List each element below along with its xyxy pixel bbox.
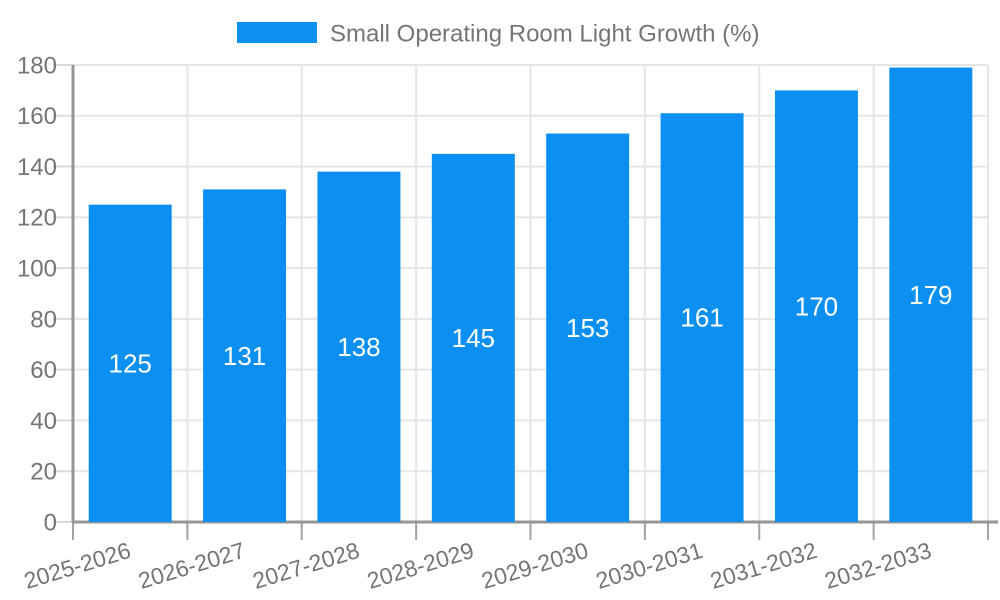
x-tick-label: 2029-2030 (478, 537, 591, 594)
x-tick-label: 2030-2031 (593, 537, 706, 594)
bar-value-label: 138 (337, 332, 380, 362)
bar[interactable] (546, 133, 630, 523)
bar-value-label: 131 (223, 341, 266, 371)
bar-value-label: 153 (566, 313, 609, 343)
x-tick-label: 2026-2027 (135, 537, 248, 594)
y-tick-label: 0 (44, 509, 57, 536)
bar-value-label: 170 (795, 291, 838, 321)
x-tick-label: 2027-2028 (250, 537, 363, 594)
y-tick-label: 140 (17, 154, 57, 181)
legend[interactable]: Small Operating Room Light Growth (%) (237, 20, 760, 47)
y-tick-label: 180 (17, 52, 57, 79)
bar-value-label: 145 (452, 323, 495, 353)
x-tick-label: 2025-2026 (21, 537, 134, 594)
bar[interactable] (431, 153, 515, 522)
x-tick-label: 2032-2033 (821, 537, 934, 594)
y-tick-label: 80 (30, 306, 57, 333)
bar[interactable] (660, 113, 744, 522)
x-tick-label: 2028-2029 (364, 537, 477, 594)
y-tick-label: 20 (30, 459, 57, 486)
bar-value-label: 179 (909, 280, 952, 310)
x-tick-label: 2031-2032 (707, 537, 820, 594)
bar-value-label: 161 (680, 303, 723, 333)
y-tick-label: 160 (17, 103, 57, 130)
bar-value-label: 125 (108, 348, 151, 378)
y-tick-label: 40 (30, 408, 57, 435)
y-tick-label: 120 (17, 205, 57, 232)
y-tick-label: 100 (17, 256, 57, 283)
y-tick-label: 60 (30, 357, 57, 384)
bar[interactable] (889, 67, 973, 523)
bar[interactable] (317, 171, 401, 522)
bar[interactable] (774, 90, 858, 522)
bars (88, 67, 973, 523)
legend-swatch[interactable] (237, 22, 317, 43)
legend-label: Small Operating Room Light Growth (%) (330, 20, 760, 47)
bar[interactable] (203, 189, 287, 522)
bar[interactable] (88, 204, 172, 522)
